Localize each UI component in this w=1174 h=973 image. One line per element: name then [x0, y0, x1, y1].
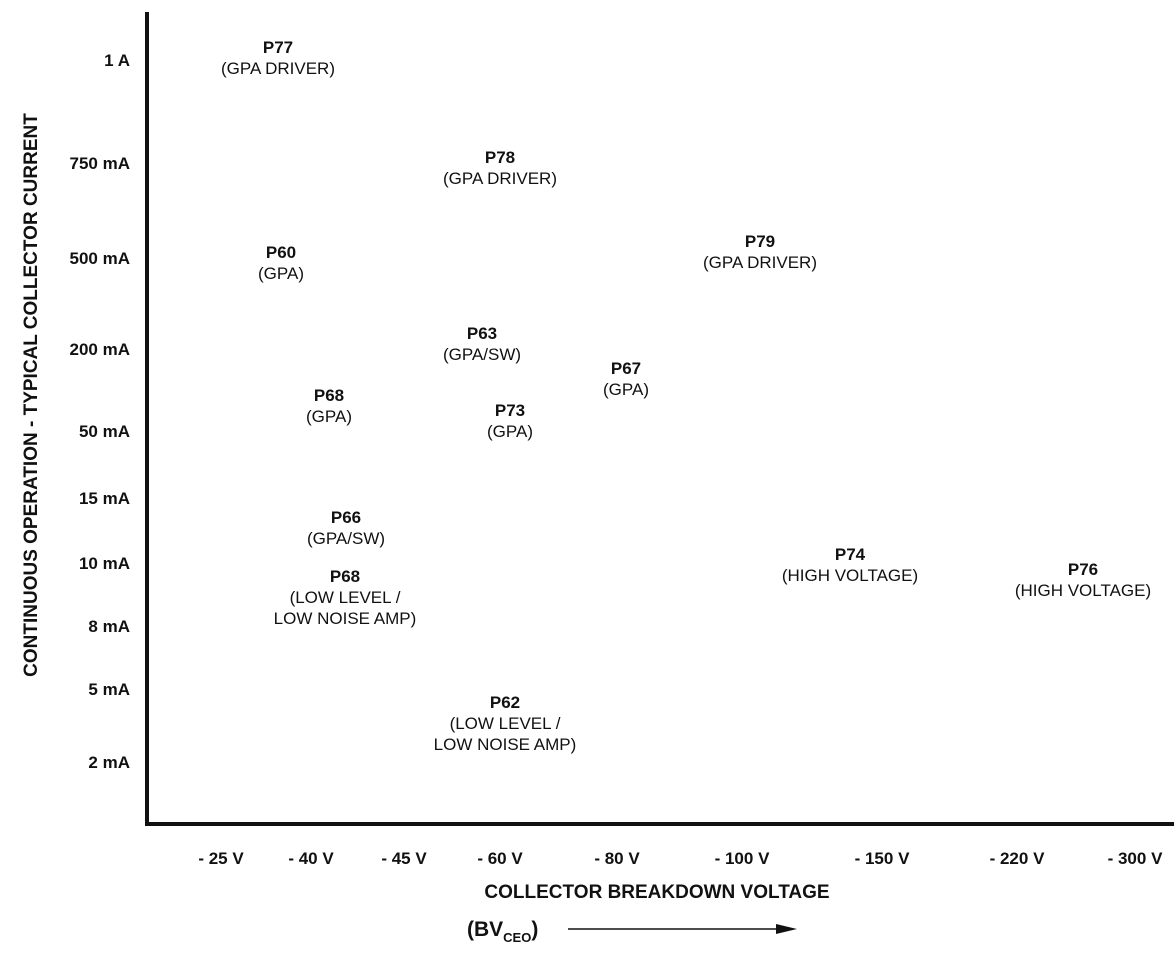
device-description: (GPA DRIVER) — [443, 169, 557, 188]
x-tick-label: - 300 V — [1108, 849, 1163, 868]
device-label: P68 (GPA) — [306, 386, 352, 426]
device-name: P74 — [835, 545, 866, 564]
x-tick-labels: - 25 V - 40 V - 45 V - 60 V - 80 V - 100 V - 1… — [198, 849, 1163, 868]
device-description: (GPA/SW) — [443, 345, 521, 364]
device-label: P68 (LOW LEVEL / LOW NOISE AMP) — [274, 567, 417, 628]
x-axis-subtitle-subscript: CEO — [503, 930, 531, 945]
x-tick-label: - 40 V — [288, 849, 334, 868]
device-description: (LOW LEVEL / — [290, 588, 401, 607]
x-tick-label: - 60 V — [477, 849, 523, 868]
x-tick-label: - 220 V — [990, 849, 1045, 868]
device-description: LOW NOISE AMP) — [434, 735, 577, 754]
device-description: (GPA) — [487, 422, 533, 441]
device-label: P60 (GPA) — [258, 243, 304, 283]
device-label: P67 (GPA) — [603, 359, 649, 399]
y-tick-label: 750 mA — [70, 154, 130, 173]
device-description: (GPA) — [258, 264, 304, 283]
device-description: LOW NOISE AMP) — [274, 609, 417, 628]
device-description: (GPA DRIVER) — [221, 59, 335, 78]
y-tick-label: 200 mA — [70, 340, 130, 359]
device-description: (GPA) — [306, 407, 352, 426]
device-label: P63 (GPA/SW) — [443, 324, 521, 364]
device-name: P79 — [745, 232, 775, 251]
y-tick-label: 5 mA — [88, 680, 130, 699]
device-name: P76 — [1068, 560, 1098, 579]
device-label: P78 (GPA DRIVER) — [443, 148, 557, 188]
device-name: P77 — [263, 38, 293, 57]
x-axis-arrow-head — [776, 924, 797, 934]
device-label: P62 (LOW LEVEL / LOW NOISE AMP) — [434, 693, 577, 754]
x-axis-subtitle: (BVCEO) — [467, 918, 538, 945]
device-description: (GPA DRIVER) — [703, 253, 817, 272]
device-label: P66 (GPA/SW) — [307, 508, 385, 548]
device-name: P68 — [314, 386, 344, 405]
x-axis-title: COLLECTOR BREAKDOWN VOLTAGE — [484, 882, 829, 903]
device-label: P73 (GPA) — [487, 401, 533, 441]
device-name: P60 — [266, 243, 296, 262]
device-description: (GPA) — [603, 380, 649, 399]
y-tick-label: 500 mA — [70, 249, 130, 268]
device-description: (HIGH VOLTAGE) — [1015, 581, 1151, 600]
device-label: P77 (GPA DRIVER) — [221, 38, 335, 78]
y-tick-label: 1 A — [104, 51, 130, 70]
x-tick-label: - 45 V — [381, 849, 427, 868]
device-labels: P77(GPA DRIVER)P78(GPA DRIVER)P60(GPA)P7… — [221, 38, 1151, 754]
x-axis-subtitle-suffix: ) — [531, 918, 538, 941]
x-tick-label: - 100 V — [715, 849, 770, 868]
device-name: P73 — [495, 401, 525, 420]
device-name: P68 — [330, 567, 360, 586]
y-tick-label: 2 mA — [88, 753, 130, 772]
device-name: P78 — [485, 148, 515, 167]
y-tick-label: 15 mA — [79, 489, 130, 508]
device-description: (GPA/SW) — [307, 529, 385, 548]
device-description: (HIGH VOLTAGE) — [782, 566, 918, 585]
device-name: P63 — [467, 324, 497, 343]
device-label: P76 (HIGH VOLTAGE) — [1015, 560, 1151, 600]
x-axis-subtitle-prefix: (BV — [467, 918, 503, 941]
device-label: P74 (HIGH VOLTAGE) — [782, 545, 918, 585]
y-tick-labels: 1 A 750 mA 500 mA 200 mA 50 mA 15 mA 10 mA 8 mA… — [70, 51, 130, 772]
y-tick-label: 50 mA — [79, 422, 130, 441]
device-name: P66 — [331, 508, 361, 527]
device-description: (LOW LEVEL / — [450, 714, 561, 733]
x-tick-label: - 150 V — [855, 849, 910, 868]
y-axis-title: CONTINUOUS OPERATION - TYPICAL COLLECTOR… — [21, 113, 42, 677]
y-tick-label: 8 mA — [88, 617, 130, 636]
x-tick-label: - 80 V — [594, 849, 640, 868]
y-tick-label: 10 mA — [79, 554, 130, 573]
device-label: P79 (GPA DRIVER) — [703, 232, 817, 272]
device-name: P67 — [611, 359, 641, 378]
x-tick-label: - 25 V — [198, 849, 244, 868]
device-name: P62 — [490, 693, 520, 712]
